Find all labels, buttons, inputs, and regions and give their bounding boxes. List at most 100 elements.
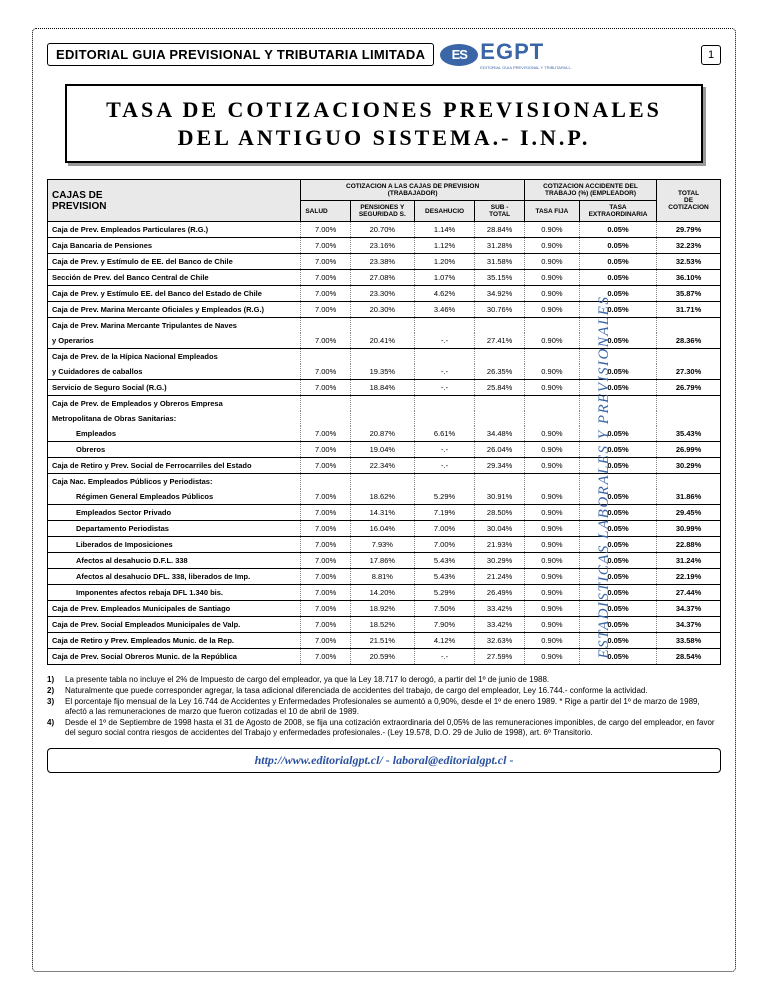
- table-row: Caja de Prev. Empleados Municipales de S…: [48, 601, 721, 617]
- row-value: 0.90%: [524, 254, 579, 270]
- table-row: Servicio de Seguro Social (R.G.)7.00%18.…: [48, 380, 721, 396]
- row-value: 33.42%: [475, 617, 525, 633]
- row-value: 28.50%: [475, 505, 525, 521]
- row-value: -.-: [414, 458, 475, 474]
- logo: ES EGPT EDITORIAL GUIA PREVISIONAL Y TRI…: [440, 39, 572, 70]
- row-value: -.-: [414, 442, 475, 458]
- row-value: 22.88%: [657, 537, 721, 553]
- section-label: Caja de Prev. Marina Mercante Tripulante…: [48, 318, 301, 334]
- row-value: 0.90%: [524, 333, 579, 349]
- row-value: 7.00%: [301, 537, 351, 553]
- row-value: 0.05%: [579, 286, 656, 302]
- row-value: 0.90%: [524, 649, 579, 665]
- row-value: 23.30%: [350, 286, 414, 302]
- row-value: 36.10%: [657, 270, 721, 286]
- row-value: 29.45%: [657, 505, 721, 521]
- row-value: 27.59%: [475, 649, 525, 665]
- table-row: Caja de Prev. Marina Mercante Tripulante…: [48, 318, 721, 334]
- row-value: 30.04%: [475, 521, 525, 537]
- col-pens-2: SEGURIDAD S.: [354, 211, 411, 218]
- row-value: 30.99%: [657, 521, 721, 537]
- col-fija: TASA FIJA: [524, 201, 579, 222]
- col-group-trabajador-sub: (TRABAJADOR): [304, 190, 521, 197]
- row-value: 7.00%: [301, 364, 351, 380]
- row-value: 7.00%: [301, 380, 351, 396]
- row-value: 4.62%: [414, 286, 475, 302]
- row-value: 35.87%: [657, 286, 721, 302]
- row-value: -.-: [414, 649, 475, 665]
- row-value: 34.92%: [475, 286, 525, 302]
- row-value: 26.99%: [657, 442, 721, 458]
- row-value: 5.43%: [414, 553, 475, 569]
- row-value: 0.05%: [579, 585, 656, 601]
- row-value: 18.92%: [350, 601, 414, 617]
- row-value: 25.84%: [475, 380, 525, 396]
- footnote-text: El porcentaje fijo mensual de la Ley 16.…: [65, 697, 721, 717]
- page-frame: EDITORIAL GUIA PREVISIONAL Y TRIBUTARIA …: [32, 28, 736, 972]
- row-value: 19.35%: [350, 364, 414, 380]
- row-value: 7.00%: [301, 505, 351, 521]
- row-value: 0.90%: [524, 270, 579, 286]
- row-value: 23.38%: [350, 254, 414, 270]
- row-value: 32.63%: [475, 633, 525, 649]
- row-value: 0.05%: [579, 442, 656, 458]
- row-label: Afectos al desahucio D.F.L. 338: [48, 553, 301, 569]
- row-value: -.-: [414, 380, 475, 396]
- row-label: Caja de Prev. Marina Mercante Oficiales …: [48, 302, 301, 318]
- row-value: 7.00%: [301, 633, 351, 649]
- row-value: 31.71%: [657, 302, 721, 318]
- row-value: 0.90%: [524, 238, 579, 254]
- table-row: Régimen General Empleados Públicos7.00%1…: [48, 489, 721, 505]
- table-row: y Operarios7.00%20.41%-.-27.41%0.90%0.05…: [48, 333, 721, 349]
- table-row: Caja de Prev. Marina Mercante Oficiales …: [48, 302, 721, 318]
- row-label: Afectos al desahucio DFL. 338, liberados…: [48, 569, 301, 585]
- col-sub-1: SUB -: [478, 204, 521, 211]
- row-value: 7.00%: [301, 333, 351, 349]
- table-row: Caja de Prev. Social Obreros Munic. de l…: [48, 649, 721, 665]
- row-value: 22.19%: [657, 569, 721, 585]
- col-total-3: COTIZACION: [660, 204, 717, 211]
- table-row: Caja de Retiro y Prev. Social de Ferroca…: [48, 458, 721, 474]
- row-value: 29.34%: [475, 458, 525, 474]
- row-value: 21.24%: [475, 569, 525, 585]
- row-value: 26.79%: [657, 380, 721, 396]
- row-value: 0.05%: [579, 254, 656, 270]
- row-label: Caja de Prev. y Estímulo de EE. del Banc…: [48, 254, 301, 270]
- row-value: 0.90%: [524, 537, 579, 553]
- row-value: 7.00%: [301, 286, 351, 302]
- row-value: 0.90%: [524, 521, 579, 537]
- section-label: Metropolitana de Obras Sanitarias:: [48, 411, 301, 426]
- row-value: 19.04%: [350, 442, 414, 458]
- row-value: 33.58%: [657, 633, 721, 649]
- logo-subtext: EDITORIAL GUIA PREVISIONAL Y TRIBUTARIA …: [480, 65, 572, 70]
- row-value: 0.90%: [524, 585, 579, 601]
- table-row: Caja de Prev. y Estímulo EE. del Banco d…: [48, 286, 721, 302]
- row-value: 28.84%: [475, 222, 525, 238]
- row-value: 7.00%: [301, 585, 351, 601]
- row-label: Caja de Retiro y Prev. Empleados Munic. …: [48, 633, 301, 649]
- col-ext-2: EXTRAORDINARIA: [583, 211, 653, 218]
- row-value: 18.62%: [350, 489, 414, 505]
- row-value: 23.16%: [350, 238, 414, 254]
- row-value: 7.00%: [301, 458, 351, 474]
- row-value: 0.05%: [579, 649, 656, 665]
- row-value: 0.05%: [579, 537, 656, 553]
- row-value: 14.20%: [350, 585, 414, 601]
- table-row: Caja de Prev. Empleados Particulares (R.…: [48, 222, 721, 238]
- row-value: 7.00%: [301, 489, 351, 505]
- footnote-text: Naturalmente que puede corresponder agre…: [65, 686, 721, 696]
- row-label: Sección de Prev. del Banco Central de Ch…: [48, 270, 301, 286]
- row-value: 20.70%: [350, 222, 414, 238]
- publisher-label: EDITORIAL GUIA PREVISIONAL Y TRIBUTARIA …: [47, 43, 434, 66]
- row-value: 27.08%: [350, 270, 414, 286]
- row-value: 0.90%: [524, 489, 579, 505]
- cotizaciones-table: CAJAS DE PREVISION COTIZACION A LAS CAJA…: [47, 179, 721, 665]
- row-value: 0.05%: [579, 617, 656, 633]
- row-label: Régimen General Empleados Públicos: [48, 489, 301, 505]
- row-value: 0.90%: [524, 302, 579, 318]
- row-value: 34.37%: [657, 617, 721, 633]
- row-label: Caja de Prev. y Estímulo EE. del Banco d…: [48, 286, 301, 302]
- row-value: 0.05%: [579, 302, 656, 318]
- row-value: 0.90%: [524, 222, 579, 238]
- title-line-1: TASA DE COTIZACIONES PREVISIONALES: [77, 96, 691, 124]
